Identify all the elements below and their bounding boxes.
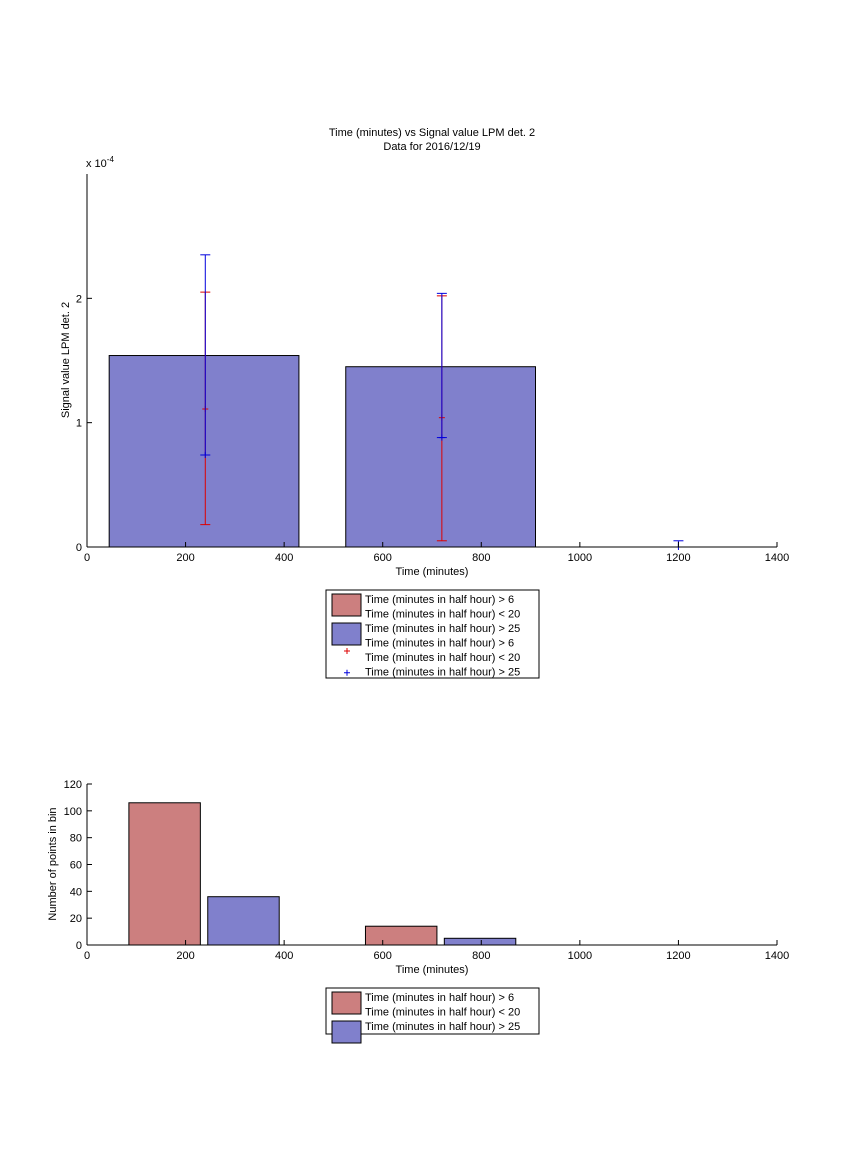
chart-1-x-tick-label: 1200 (666, 552, 690, 564)
chart-1-legend-swatch-2 (331, 622, 362, 646)
chart-1-legend-label: Time (minutes in half hour) > 6 (365, 638, 514, 650)
chart-2-bar-4 (443, 937, 517, 946)
chart-2-legend-label: Time (minutes in half hour) < 20 (365, 1007, 520, 1019)
chart-1-title: Time (minutes) vs Signal value LPM det. … (329, 127, 535, 139)
chart-1-legend-label: Time (minutes in half hour) > 6 (365, 594, 514, 606)
chart-2-bar-3 (364, 925, 438, 946)
chart-2-y-tick-label: 60 (70, 860, 82, 872)
chart-2-bar-1 (128, 802, 201, 946)
chart-2-x-tick-label: 1400 (765, 950, 789, 962)
chart-2-y-tick-label: 0 (76, 940, 82, 952)
chart-2-legend-swatch-1 (331, 991, 362, 1015)
chart-1-x-tick-label: 800 (472, 552, 490, 564)
chart-2-legend-label: Time (minutes in half hour) > 25 (365, 1021, 520, 1033)
chart-2-x-tick-label: 800 (472, 950, 490, 962)
chart-1-errorbar-s2-2 (436, 292, 447, 441)
chart-2-legend: Time (minutes in half hour) > 6 Time (min… (325, 987, 540, 1044)
chart-2-y-tick-label: 20 (70, 913, 82, 925)
chart-2-plot-area: 0 200 400 600 800 1000 1200 1400 0 20 40 60 80 100 120 (64, 779, 790, 962)
chart-1-legend-label: Time (minutes in half hour) < 20 (365, 609, 520, 621)
chart-2-legend-label: Time (minutes in half hour) > 6 (365, 992, 514, 1004)
chart-2-y-tick-label: 40 (70, 886, 82, 898)
chart-1-legend-label: Time (minutes in half hour) > 25 (365, 667, 520, 679)
chart-1-errorbar-s2-1 (200, 254, 211, 458)
chart-1-plot-area: 0 200 400 600 800 1000 1200 1400 0 1 2 (76, 174, 789, 564)
chart-1-y-exponent: x 10-4 (86, 155, 114, 170)
chart-1-x-tick-label: 600 (374, 552, 392, 564)
chart-2-y-tick-label: 80 (70, 833, 82, 845)
chart-2-x-tick-label: 1200 (666, 950, 690, 962)
chart-2-legend-swatch-2 (331, 1020, 362, 1044)
chart-1-y-exponent-base: x 10 (86, 158, 107, 170)
chart-1-legend-label: Time (minutes in half hour) < 20 (365, 652, 520, 664)
chart-1-y-tick-label: 1 (76, 418, 82, 430)
chart-1-legend: Time (minutes in half hour) > 6 Time (min… (325, 589, 540, 679)
chart-2-x-tick-label: 600 (374, 950, 392, 962)
chart-1-legend-swatch-1 (331, 593, 362, 617)
chart-1-bar-2 (345, 366, 536, 548)
chart-2: 0 200 400 600 800 1000 1200 1400 0 20 40 60 80 100 120… (47, 779, 790, 1044)
chart-2-y-tick-label: 120 (64, 779, 82, 791)
chart-1-y-tick-label: 0 (76, 542, 82, 554)
chart-2-x-tick-label: 1000 (568, 950, 592, 962)
chart-1: Time (minutes) vs Signal value LPM det. … (60, 127, 789, 679)
chart-1-x-tick-label: 1000 (568, 552, 592, 564)
chart-1-x-tick-label: 200 (176, 552, 194, 564)
chart-2-x-tick-label: 200 (176, 950, 194, 962)
chart-1-x-axis-label: Time (minutes) (396, 566, 469, 578)
chart-1-subtitle: Data for 2016/12/19 (383, 141, 480, 153)
chart-2-y-tick-label: 100 (64, 806, 82, 818)
chart-1-x-tick-label: 1400 (765, 552, 789, 564)
chart-1-y-axis-label: Signal value LPM det. 2 (60, 302, 72, 418)
chart-2-x-axis-label: Time (minutes) (396, 964, 469, 976)
chart-1-x-tick-label: 400 (275, 552, 293, 564)
chart-2-y-axis-label: Number of points in bin (47, 807, 59, 920)
chart-1-bar-1 (108, 355, 300, 548)
chart-2-x-tick-label: 400 (275, 950, 293, 962)
chart-1-x-tick-label: 0 (84, 552, 90, 564)
chart-1-y-exponent-power: -4 (107, 155, 115, 164)
chart-2-bar-2 (207, 896, 280, 946)
chart-2-x-tick-label: 0 (84, 950, 90, 962)
chart-1-legend-label: Time (minutes in half hour) > 25 (365, 623, 520, 635)
chart-1-y-tick-label: 2 (76, 293, 82, 305)
